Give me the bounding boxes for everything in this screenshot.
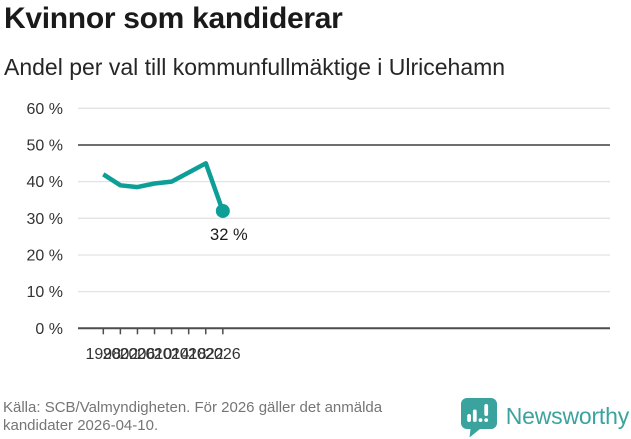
speech-bubble-shape: [460, 398, 497, 437]
chart-title: Kvinnor som kandiderar: [4, 2, 343, 35]
x-axis-label: 2026: [205, 346, 241, 363]
chart-subtitle: Andel per val till kommunfullmäktige i U…: [4, 54, 506, 80]
y-axis-label: 40 %: [27, 174, 63, 191]
x-axis-label: 1998: [86, 346, 122, 363]
data-point-marker: [215, 203, 230, 218]
x-axis-label: 2006: [120, 346, 156, 363]
x-axis-label: 2002: [103, 346, 139, 363]
x-axis-label: 2022: [188, 346, 224, 363]
bar-chart-exclamation-glyph: [466, 404, 488, 422]
newsworthy-wordmark: Newsworthy: [505, 403, 629, 429]
line-chart: 0 %10 %20 %30 %40 %50 %60 %1998200220062…: [27, 101, 610, 363]
x-axis-label: 2014: [154, 346, 190, 363]
source-note: Källa: SCB/Valmyndigheten. För 2026 gäll…: [3, 399, 383, 434]
y-axis-label: 50 %: [27, 137, 63, 154]
newsworthy-logo: Newsworthy: [458, 396, 629, 437]
y-axis-label: 10 %: [27, 284, 63, 301]
y-axis-label: 30 %: [27, 211, 63, 228]
y-axis-label: 60 %: [27, 101, 63, 118]
y-axis-label: 20 %: [27, 247, 63, 264]
x-axis-label: 2018: [171, 346, 207, 363]
newsworthy-icon: [460, 398, 497, 437]
end-value-label: 32 %: [210, 226, 248, 244]
y-axis-label: 0 %: [35, 321, 63, 338]
x-axis-label: 2010: [137, 346, 173, 363]
data-line: [102, 161, 225, 212]
